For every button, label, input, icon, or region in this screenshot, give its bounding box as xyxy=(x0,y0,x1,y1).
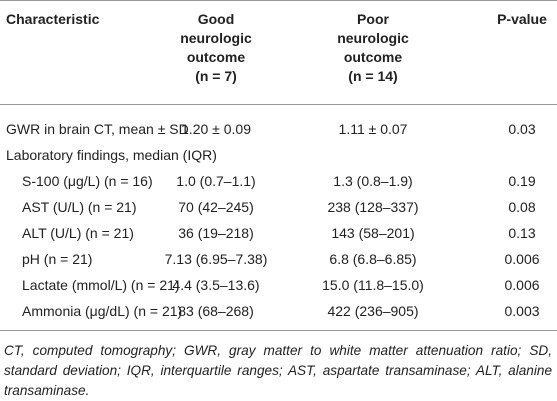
row-label: S-100 (μg/L) (n = 16) xyxy=(22,173,153,189)
row-label: pH (n = 21) xyxy=(22,251,93,267)
header-cell: neurologic xyxy=(337,30,409,46)
header-cell: (n = 14) xyxy=(348,68,398,84)
header-rule xyxy=(0,104,557,105)
cell: 36 (19–218) xyxy=(178,225,254,241)
header-cell: outcome xyxy=(186,49,246,65)
cell: 6.8 (6.8–6.85) xyxy=(329,251,417,267)
cell: 70 (42–245) xyxy=(178,199,254,215)
cell: 15.0 (11.8–15.0) xyxy=(322,277,424,293)
header-cell: neurologic xyxy=(180,30,252,46)
cell: 0.003 xyxy=(504,303,540,319)
cell: 143 (58–201) xyxy=(331,225,415,241)
header-cell: Characteristic xyxy=(6,11,100,27)
row-label: GWR in brain CT, mean ± SD xyxy=(6,121,189,137)
bottom-rule xyxy=(0,330,557,331)
cell: 1.0 (0.7–1.1) xyxy=(176,173,256,189)
cell: 83 (68–268) xyxy=(178,303,254,319)
row-label: AST (U/L) (n = 21) xyxy=(22,199,137,215)
row-label: ALT (U/L) (n = 21) xyxy=(22,225,134,241)
row-label: Laboratory findings, median (IQR) xyxy=(6,147,217,163)
row-label: Lactate (mmol/L) (n = 21) xyxy=(22,277,180,293)
cell: 238 (128–337) xyxy=(327,199,419,215)
header-cell: P-value xyxy=(497,11,547,27)
header-cell: Poor xyxy=(357,11,389,27)
top-rule xyxy=(0,0,557,1)
footnote: CT, computed tomography; GWR, gray matte… xyxy=(4,343,552,398)
cell: 0.19 xyxy=(508,173,536,189)
cell: 0.13 xyxy=(508,225,536,241)
cell: 7.13 (6.95–7.38) xyxy=(164,251,268,267)
cell: 4.4 (3.5–13.6) xyxy=(172,277,260,293)
cell: 1.20 ± 0.09 xyxy=(181,121,251,137)
cell: 0.08 xyxy=(508,199,536,215)
cell: 422 (236–905) xyxy=(327,303,419,319)
header-cell: Good xyxy=(197,11,235,27)
header-cell: outcome xyxy=(343,49,403,65)
header-cell: (n = 7) xyxy=(195,68,237,84)
cell: 1.11 ± 0.07 xyxy=(338,121,408,137)
cell: 0.006 xyxy=(504,251,540,267)
cell: 1.3 (0.8–1.9) xyxy=(333,173,413,189)
cell: 0.03 xyxy=(508,121,536,137)
row-label: Ammonia (μg/dL) (n = 21) xyxy=(22,303,183,319)
cell: 0.006 xyxy=(504,277,540,293)
